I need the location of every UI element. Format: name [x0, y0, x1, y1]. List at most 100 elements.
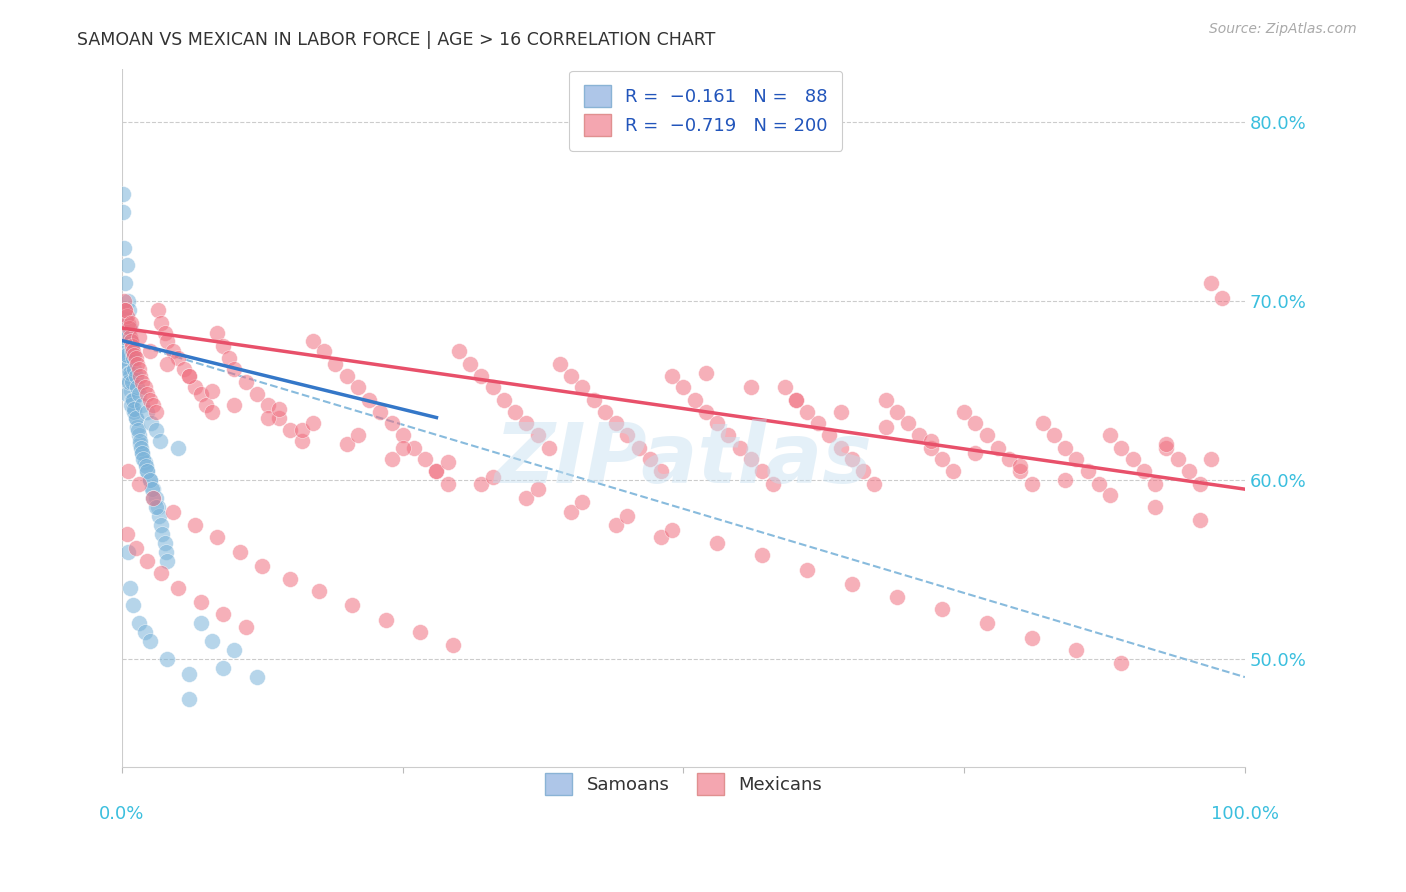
Point — [139, 634, 162, 648]
Point — [830, 405, 852, 419]
Point — [118, 321, 141, 335]
Point — [156, 652, 179, 666]
Point — [201, 634, 224, 648]
Point — [308, 584, 330, 599]
Point — [852, 464, 875, 478]
Point — [112, 204, 135, 219]
Point — [122, 599, 145, 613]
Point — [650, 531, 672, 545]
Point — [740, 380, 762, 394]
Point — [122, 392, 145, 407]
Point — [128, 476, 150, 491]
Point — [179, 369, 201, 384]
Point — [965, 446, 987, 460]
Point — [195, 398, 218, 412]
Point — [155, 545, 177, 559]
Point — [425, 464, 447, 478]
Point — [149, 434, 172, 448]
Point — [325, 357, 347, 371]
Point — [1088, 476, 1111, 491]
Point — [1211, 291, 1233, 305]
Point — [627, 441, 650, 455]
Point — [229, 545, 252, 559]
Point — [347, 428, 370, 442]
Text: Source: ZipAtlas.com: Source: ZipAtlas.com — [1209, 22, 1357, 37]
Point — [112, 294, 135, 309]
Point — [920, 434, 942, 448]
Point — [142, 398, 165, 412]
Point — [807, 416, 830, 430]
Legend: Samoans, Mexicans: Samoans, Mexicans — [530, 759, 837, 810]
Point — [184, 518, 207, 533]
Point — [269, 410, 291, 425]
Point — [413, 451, 436, 466]
Point — [117, 294, 139, 309]
Point — [125, 380, 148, 394]
Point — [120, 398, 142, 412]
Point — [114, 277, 136, 291]
Point — [212, 661, 235, 675]
Point — [728, 441, 751, 455]
Point — [380, 416, 402, 430]
Point — [124, 348, 146, 362]
Text: SAMOAN VS MEXICAN IN LABOR FORCE | AGE > 16 CORRELATION CHART: SAMOAN VS MEXICAN IN LABOR FORCE | AGE >… — [77, 31, 716, 49]
Point — [118, 330, 141, 344]
Point — [863, 476, 886, 491]
Point — [139, 344, 162, 359]
Point — [145, 423, 167, 437]
Point — [127, 423, 149, 437]
Point — [605, 518, 627, 533]
Point — [1167, 451, 1189, 466]
Point — [120, 334, 142, 348]
Point — [706, 536, 728, 550]
Point — [224, 398, 246, 412]
Point — [380, 451, 402, 466]
Point — [207, 326, 229, 341]
Point — [139, 392, 162, 407]
Point — [280, 572, 302, 586]
Point — [359, 392, 381, 407]
Point — [436, 455, 458, 469]
Point — [1177, 464, 1199, 478]
Point — [470, 369, 492, 384]
Point — [184, 380, 207, 394]
Point — [515, 416, 537, 430]
Point — [152, 527, 174, 541]
Point — [142, 491, 165, 505]
Point — [695, 366, 717, 380]
Point — [1144, 476, 1167, 491]
Point — [931, 451, 953, 466]
Point — [148, 508, 170, 523]
Point — [796, 563, 818, 577]
Point — [616, 508, 638, 523]
Point — [447, 344, 470, 359]
Point — [128, 428, 150, 442]
Point — [224, 362, 246, 376]
Point — [141, 482, 163, 496]
Point — [117, 464, 139, 478]
Point — [122, 351, 145, 366]
Point — [112, 330, 135, 344]
Point — [571, 380, 593, 394]
Point — [118, 375, 141, 389]
Point — [818, 428, 841, 442]
Point — [124, 401, 146, 416]
Point — [153, 326, 176, 341]
Point — [121, 344, 143, 359]
Point — [740, 451, 762, 466]
Point — [114, 312, 136, 326]
Point — [139, 473, 162, 487]
Point — [132, 451, 155, 466]
Point — [841, 577, 863, 591]
Point — [112, 330, 135, 344]
Point — [408, 625, 430, 640]
Point — [942, 464, 965, 478]
Point — [117, 357, 139, 371]
Point — [218, 351, 240, 366]
Point — [112, 344, 135, 359]
Point — [1032, 416, 1054, 430]
Point — [593, 405, 616, 419]
Point — [129, 437, 152, 451]
Point — [179, 691, 201, 706]
Point — [515, 491, 537, 505]
